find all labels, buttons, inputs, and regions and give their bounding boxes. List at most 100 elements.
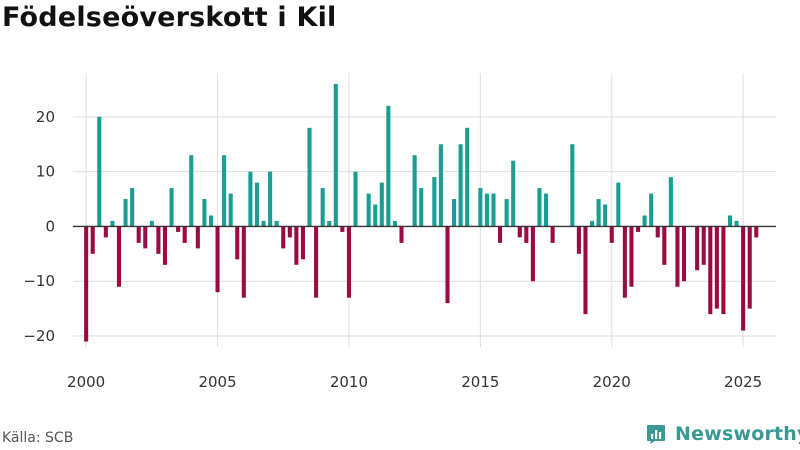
bar bbox=[511, 160, 516, 227]
bar bbox=[642, 215, 647, 227]
bar bbox=[695, 226, 700, 271]
bar bbox=[97, 116, 102, 227]
bar bbox=[635, 226, 641, 232]
bar bbox=[458, 144, 463, 227]
bar bbox=[314, 226, 319, 298]
bar bbox=[616, 182, 621, 227]
bar bbox=[603, 204, 608, 227]
y-tick-label: 10 bbox=[36, 163, 55, 181]
bar bbox=[353, 171, 358, 227]
bars bbox=[84, 83, 759, 342]
bar bbox=[346, 226, 351, 298]
bar bbox=[320, 188, 325, 227]
bar bbox=[222, 155, 227, 227]
bar bbox=[254, 182, 259, 227]
x-axis-labels: 2000 2005 2010 2015 2020 2025 bbox=[67, 373, 762, 391]
bar bbox=[517, 226, 522, 238]
bar bbox=[668, 177, 673, 227]
bar bbox=[162, 226, 168, 265]
bar bbox=[465, 127, 470, 227]
bar bbox=[399, 226, 404, 243]
bar bbox=[721, 226, 726, 315]
bar bbox=[189, 155, 194, 227]
bar bbox=[208, 215, 214, 227]
bar bbox=[524, 226, 529, 243]
y-tick-label: −20 bbox=[23, 327, 55, 345]
bar bbox=[123, 199, 128, 227]
bar bbox=[169, 188, 174, 227]
bar bbox=[182, 226, 187, 243]
bar bbox=[340, 226, 345, 232]
bar bbox=[366, 193, 371, 227]
x-tick-label: 2015 bbox=[461, 373, 499, 391]
bar bbox=[110, 220, 115, 227]
bar bbox=[274, 220, 279, 227]
bar bbox=[655, 226, 660, 238]
bar bbox=[741, 226, 746, 331]
bar bbox=[734, 220, 739, 227]
bar bbox=[662, 226, 667, 265]
bar bbox=[596, 199, 601, 227]
chart-title: Födelseöverskott i Kil bbox=[2, 2, 337, 33]
bar bbox=[103, 226, 108, 238]
bar bbox=[412, 155, 417, 227]
bar bbox=[576, 226, 581, 254]
bar bbox=[136, 226, 141, 243]
bar bbox=[708, 226, 713, 315]
y-tick-label: −10 bbox=[23, 272, 55, 290]
bar bbox=[609, 226, 614, 243]
bar bbox=[386, 105, 391, 227]
bar bbox=[419, 188, 424, 227]
bar bbox=[90, 226, 95, 254]
bar bbox=[747, 226, 752, 309]
bar bbox=[300, 226, 305, 260]
y-tick-label: 20 bbox=[36, 108, 55, 126]
x-tick-label: 2005 bbox=[198, 373, 236, 391]
bar bbox=[498, 226, 503, 243]
x-tick-label: 2025 bbox=[724, 373, 762, 391]
bar bbox=[268, 171, 273, 227]
bar bbox=[754, 226, 759, 238]
brand-name: Newsworthy bbox=[675, 423, 800, 445]
bar bbox=[590, 220, 595, 227]
newsworthy-logo-icon bbox=[647, 425, 665, 444]
bar bbox=[550, 226, 555, 243]
bar bbox=[241, 226, 246, 298]
bar bbox=[583, 226, 588, 315]
bar bbox=[248, 171, 253, 227]
bar bbox=[484, 193, 489, 227]
bar bbox=[287, 226, 292, 238]
y-axis-labels: 20 10 0 −10 −20 bbox=[23, 108, 55, 345]
bar bbox=[261, 220, 266, 227]
bar bbox=[130, 188, 135, 227]
bar bbox=[235, 226, 240, 260]
bar bbox=[530, 226, 535, 282]
bar bbox=[327, 220, 332, 227]
bar bbox=[294, 226, 299, 265]
bar bbox=[681, 226, 687, 282]
bar bbox=[478, 188, 483, 227]
bar bbox=[438, 144, 443, 227]
bar bbox=[432, 177, 437, 227]
bar bbox=[537, 188, 542, 227]
x-tick-label: 2010 bbox=[330, 373, 368, 391]
x-tick-label: 2020 bbox=[593, 373, 631, 391]
bar bbox=[373, 204, 378, 227]
bar bbox=[215, 226, 220, 293]
bar bbox=[143, 226, 148, 249]
brand-logo: Newsworthy bbox=[645, 421, 800, 447]
bar bbox=[491, 193, 496, 227]
bar bbox=[727, 215, 733, 227]
bar bbox=[675, 226, 680, 287]
bar bbox=[202, 199, 207, 227]
bar bbox=[452, 199, 457, 227]
bar bbox=[176, 226, 181, 232]
source-note: Källa: SCB bbox=[2, 430, 74, 446]
bar bbox=[307, 127, 312, 227]
bar bbox=[195, 226, 200, 249]
bar bbox=[445, 226, 450, 304]
bar bbox=[84, 226, 89, 342]
bar bbox=[649, 193, 654, 227]
bar bbox=[156, 226, 161, 254]
